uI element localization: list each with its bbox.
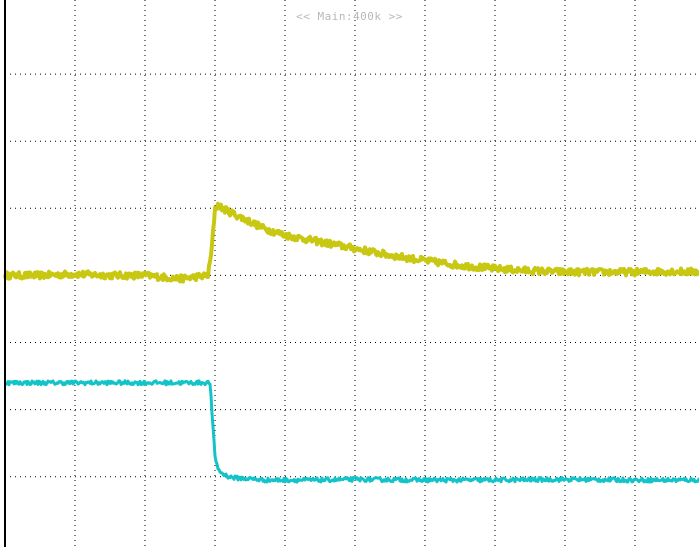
waveform-traces bbox=[3, 201, 699, 484]
trace-channel-1 bbox=[3, 201, 699, 284]
trace-channel-2 bbox=[3, 379, 699, 484]
screen-left-edge bbox=[4, 0, 6, 547]
timebase-label: << Main:400k >> bbox=[296, 10, 403, 23]
